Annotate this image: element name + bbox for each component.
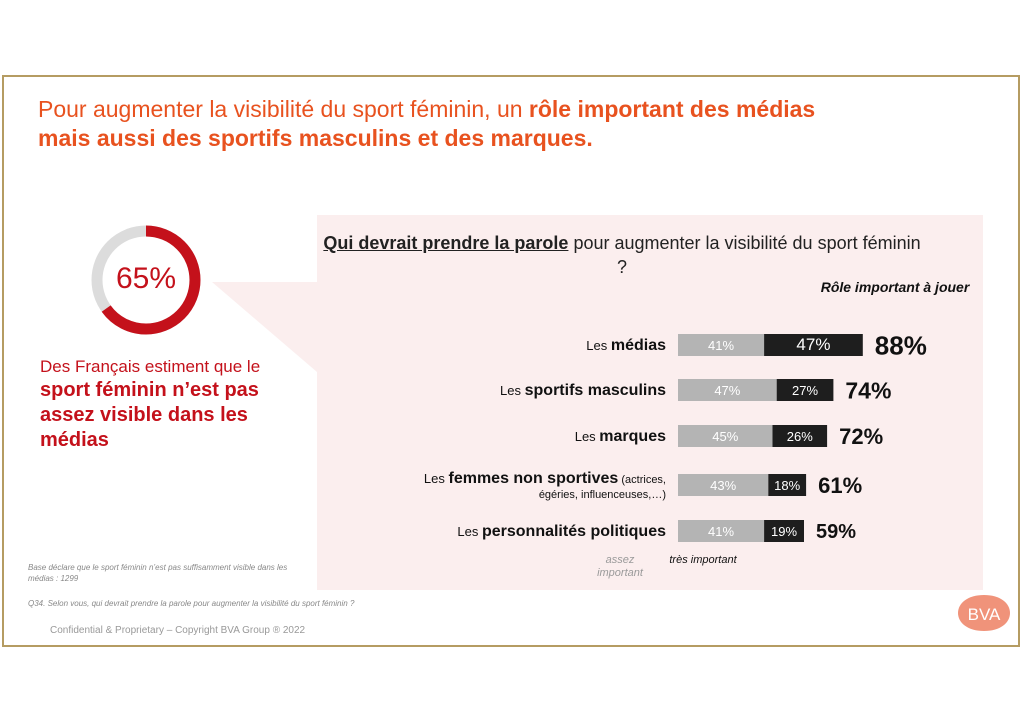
data-label-assez: 47% bbox=[714, 383, 740, 398]
role-header: Rôle important à jouer bbox=[820, 279, 970, 295]
bar-tres-important bbox=[772, 425, 828, 447]
total-label: 88% bbox=[875, 330, 927, 360]
donut-arc bbox=[91, 225, 201, 335]
logo-text: BVA bbox=[968, 605, 1001, 624]
base-note: Base déclare que le sport féminin n’est … bbox=[28, 563, 288, 583]
total-label: 72% bbox=[839, 424, 883, 449]
data-label-assez: 43% bbox=[710, 478, 736, 493]
question-rest: pour augmenter la visibilité du sport fé… bbox=[568, 233, 921, 277]
stat-text-normal: Des Français estiment que le bbox=[40, 357, 261, 376]
bar-assez-important bbox=[678, 474, 769, 496]
title-part-second-line: mais aussi des sportifs masculins et des… bbox=[38, 125, 593, 151]
data-label-tres: 18% bbox=[774, 478, 800, 493]
bar-assez-important bbox=[678, 334, 765, 356]
category-label: Les personnalités politiques bbox=[457, 523, 666, 540]
bar-tres-important bbox=[764, 334, 863, 356]
data-label-tres: 19% bbox=[771, 524, 797, 539]
stat-text-bold: sport féminin n’est pas assez visible da… bbox=[40, 379, 259, 451]
bar-assez-important bbox=[678, 520, 765, 542]
data-label-tres: 27% bbox=[792, 383, 818, 398]
bar-tres-important bbox=[776, 379, 834, 401]
category-label: Les femmes non sportives (actrices, bbox=[424, 470, 666, 487]
total-label: 59% bbox=[816, 521, 856, 543]
data-label-tres: 26% bbox=[787, 429, 813, 444]
bar-assez-important bbox=[678, 379, 777, 401]
category-note: égéries, influenceuses,…) bbox=[539, 489, 666, 501]
data-label-assez: 45% bbox=[712, 429, 738, 444]
bar-assez-important bbox=[678, 425, 773, 447]
total-label: 74% bbox=[845, 377, 891, 403]
total-label: 61% bbox=[818, 473, 862, 498]
category-label: Les médias bbox=[586, 337, 666, 354]
data-label-assez: 41% bbox=[708, 524, 734, 539]
donut-chart bbox=[90, 224, 202, 336]
question-note: Q34. Selon vous, qui devrait prendre la … bbox=[28, 599, 355, 608]
category-label: Les sportifs masculins bbox=[500, 382, 666, 399]
chart-question: Qui devrait prendre la parole pour augme… bbox=[322, 231, 922, 279]
category-label: Les marques bbox=[575, 428, 666, 445]
data-label-tres: 47% bbox=[796, 335, 830, 354]
question-bold: Qui devrait prendre la parole bbox=[323, 233, 569, 253]
legend-tres-important: très important bbox=[669, 554, 737, 566]
donut-percent: 65% bbox=[115, 262, 177, 295]
bva-logo: BVA bbox=[956, 593, 1012, 633]
data-label-assez: 41% bbox=[708, 338, 734, 353]
bar-tres-important bbox=[764, 520, 804, 542]
title-part-bold: rôle important des médias bbox=[528, 96, 816, 122]
slide-title: Pour augmenter la visibilité du sport fé… bbox=[38, 95, 978, 153]
legend-assez-important: assez important bbox=[597, 554, 643, 579]
stat-description: Des Français estiment que le sport fémin… bbox=[40, 355, 305, 453]
logo-shape bbox=[958, 595, 1010, 631]
title-part-normal: Pour augmenter la visibilité du sport fé… bbox=[38, 96, 529, 122]
bar-tres-important bbox=[768, 474, 807, 496]
footer-copyright: Confidential & Proprietary – Copyright B… bbox=[50, 625, 306, 636]
